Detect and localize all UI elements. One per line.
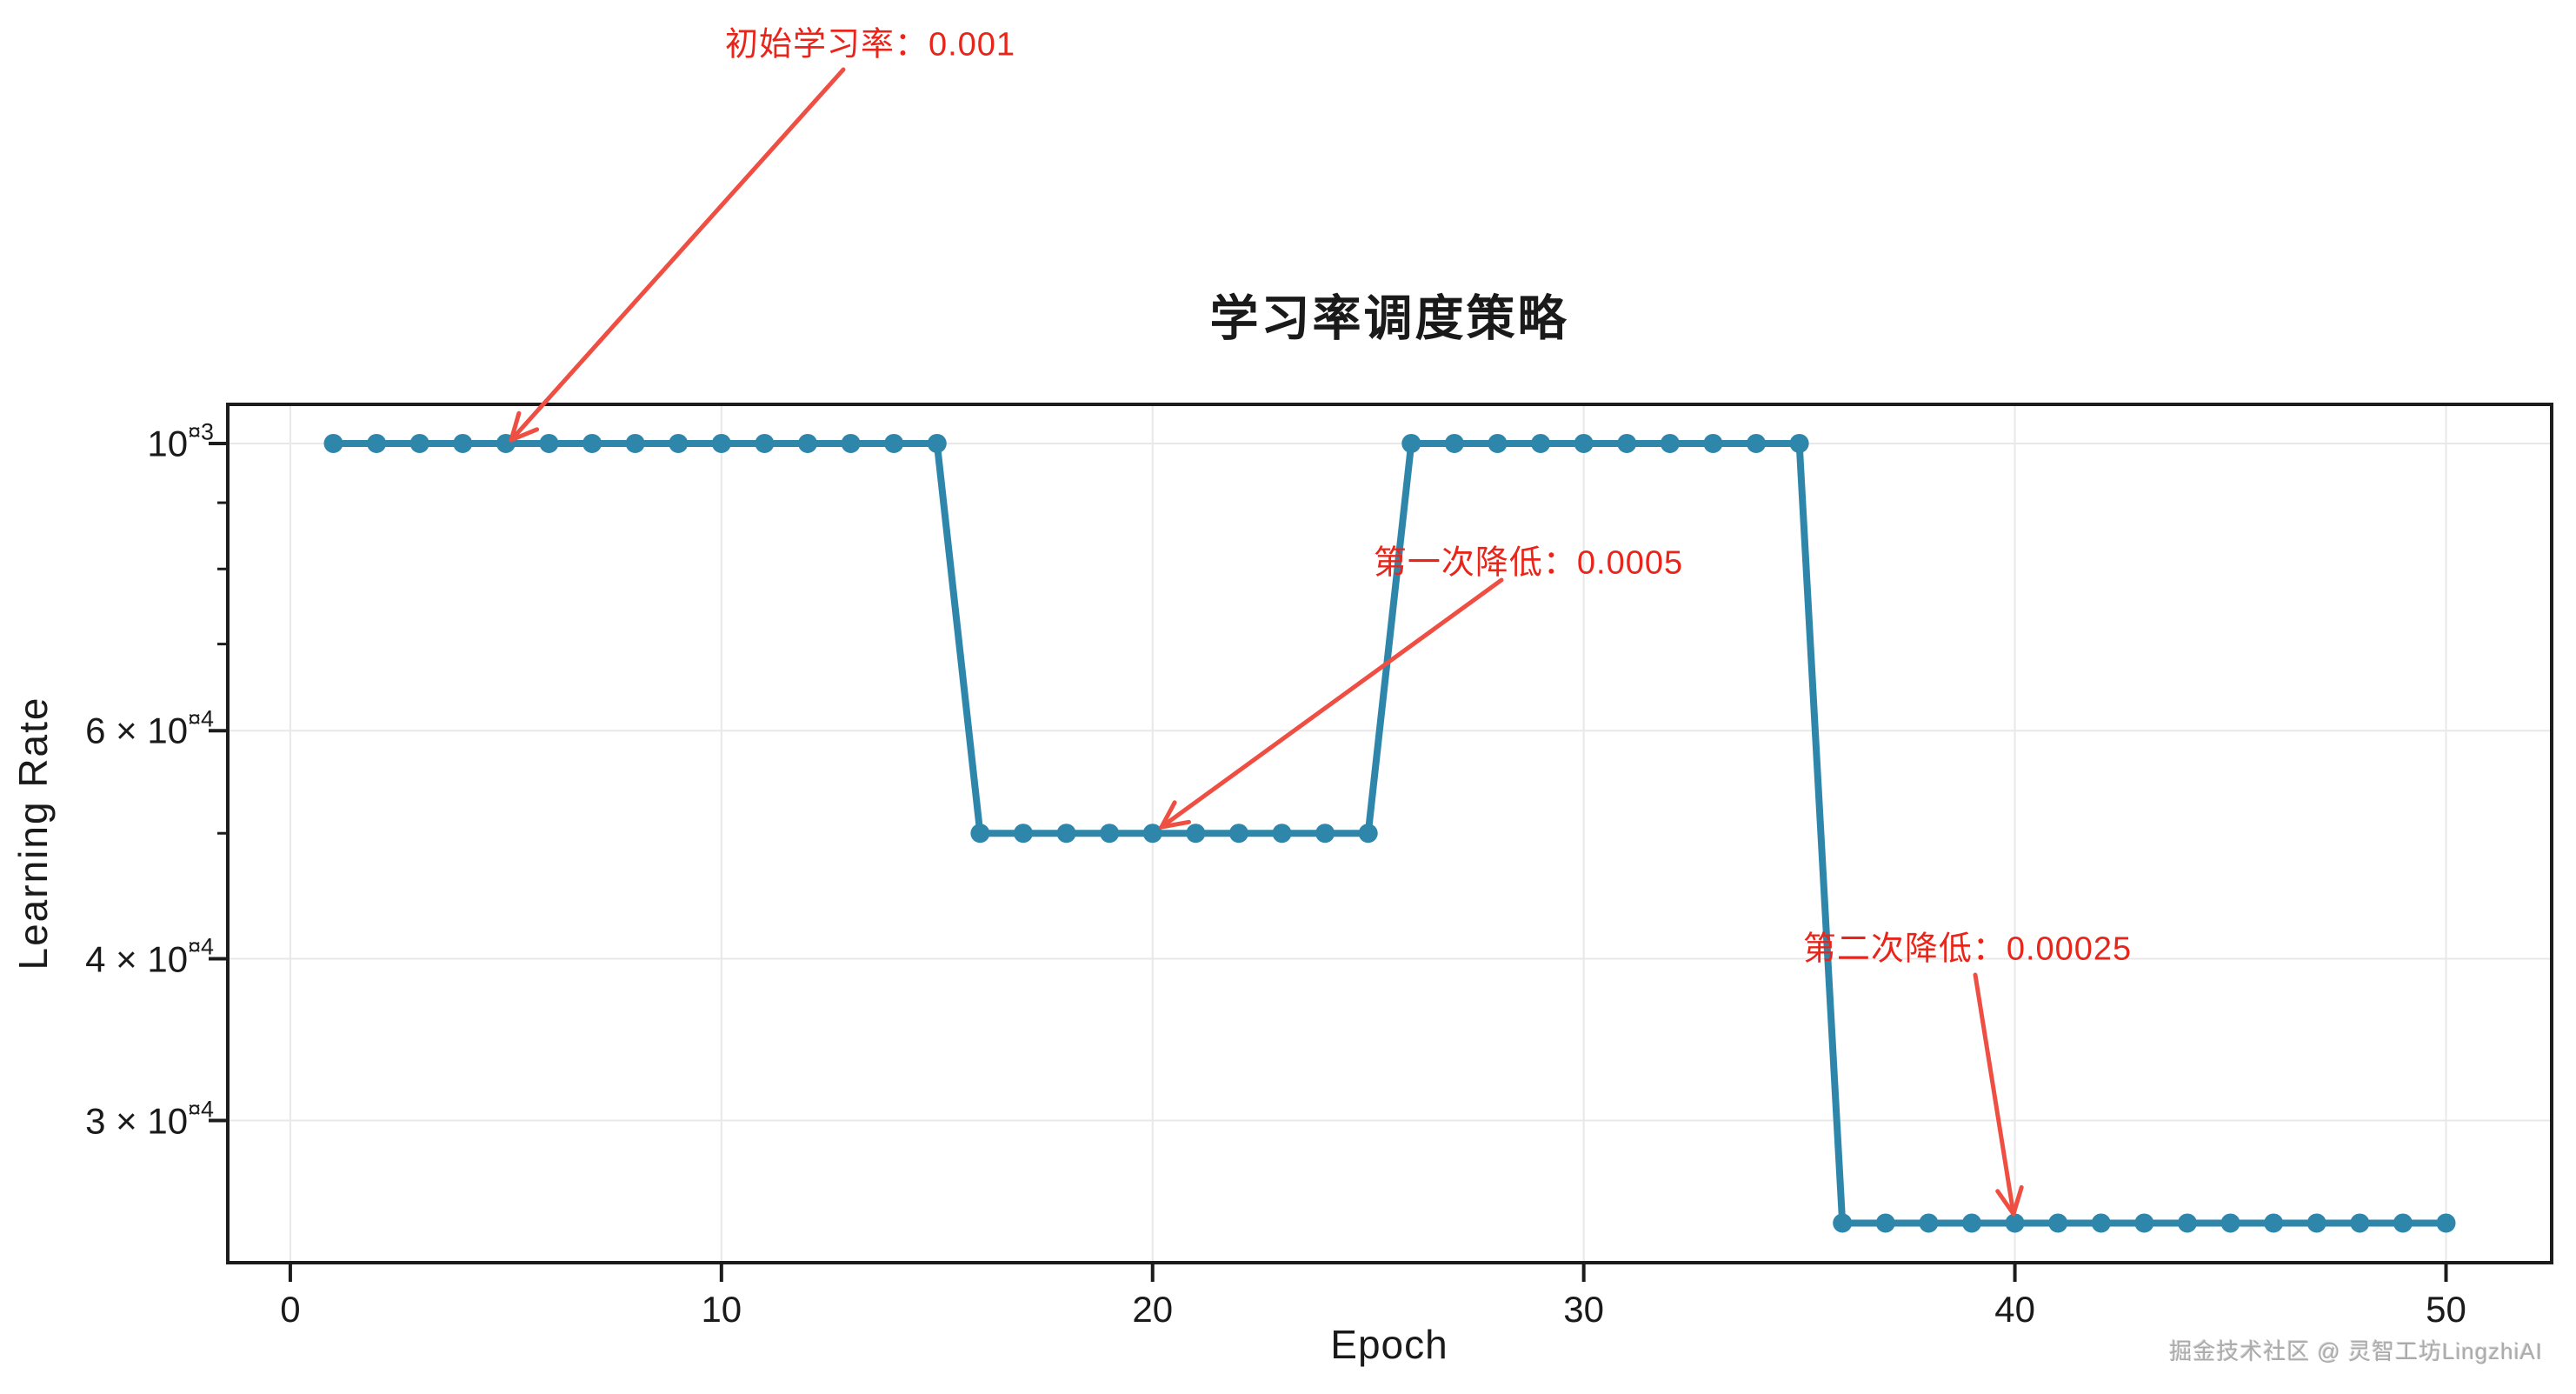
chart-title: 学习率调度策略 (1209, 290, 1569, 346)
annotation-second-drop: 第二次降低：0.00025 (1802, 930, 2133, 968)
x-axis-label: Epoch (1330, 1322, 1448, 1367)
y-tick-label-6e-4: 6 × 10¤4 (85, 705, 214, 751)
x-tick-label-30: 30 (1563, 1289, 1605, 1330)
y-axis-label: Learning Rate (10, 696, 56, 970)
watermark: 掘金技术社区 @ 灵智工坊LingzhiAI (2169, 1338, 2543, 1364)
y-tick-label-1e-3: 10¤3 (147, 418, 214, 464)
annotation-initial-lr: 初始学习率：0.001 (724, 26, 1016, 63)
x-tick-label-0: 0 (280, 1289, 301, 1330)
x-tick-label-20: 20 (1132, 1289, 1174, 1330)
x-tick-label-50: 50 (2426, 1289, 2466, 1330)
x-tick-label-10: 10 (701, 1289, 742, 1330)
annotation-first-drop: 第一次降低：0.0005 (1373, 544, 1684, 582)
y-tick-label-4e-4: 4 × 10¤4 (85, 933, 214, 979)
x-tick-label-40: 40 (1994, 1289, 2035, 1330)
y-tick-label-3e-4: 3 × 10¤4 (85, 1096, 214, 1142)
